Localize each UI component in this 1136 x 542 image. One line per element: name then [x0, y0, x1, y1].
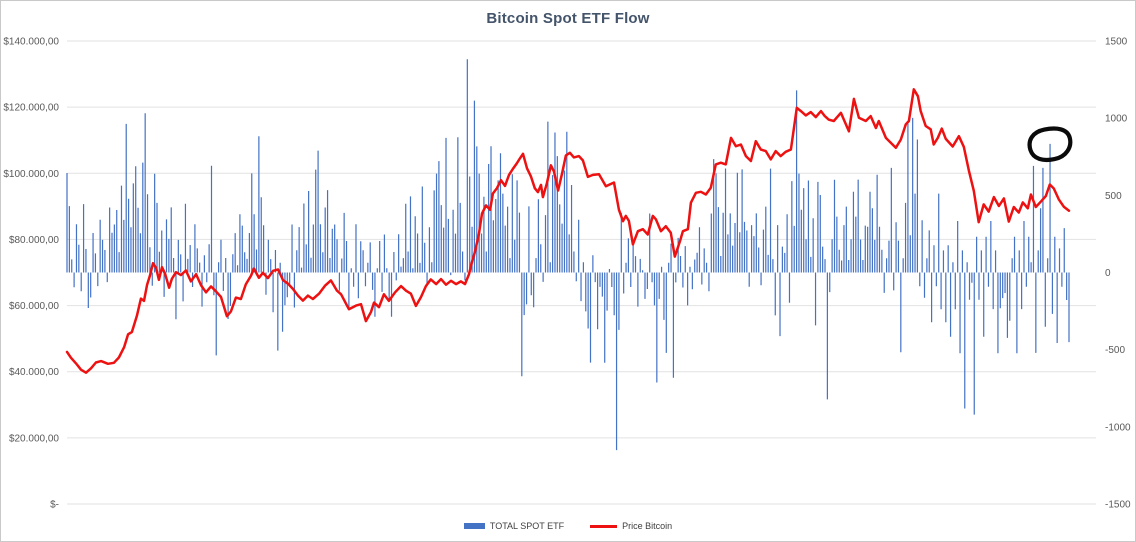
right-axis-labels: 1500 1000 500 0 -500 -1000 -1500 — [1105, 37, 1131, 511]
bitcoin-price-line — [65, 88, 1071, 374]
svg-text:-500: -500 — [1105, 345, 1125, 356]
svg-text:$120.000,00: $120.000,00 — [3, 103, 59, 114]
hand-drawn-circle-annotation — [1027, 126, 1073, 163]
legend-item-total-spot-etf: TOTAL SPOT ETF — [463, 521, 565, 531]
svg-text:$-: $- — [50, 500, 59, 511]
chart-title: Bitcoin Spot ETF Flow — [486, 10, 650, 27]
svg-text:1500: 1500 — [1105, 37, 1128, 48]
line-series-swatch — [590, 524, 618, 528]
svg-text:$140.000,00: $140.000,00 — [3, 37, 59, 48]
svg-text:$100.000,00: $100.000,00 — [3, 169, 59, 180]
legend-item-price-bitcoin: Price Bitcoin — [590, 521, 672, 531]
svg-text:-1500: -1500 — [1105, 500, 1131, 511]
svg-text:$80.000,00: $80.000,00 — [9, 235, 59, 246]
gridlines — [67, 40, 1096, 505]
legend-label-total-spot-etf: TOTAL SPOT ETF — [489, 521, 565, 531]
etf-flow-bars — [66, 59, 1070, 451]
legend: TOTAL SPOT ETF Price Bitcoin — [1, 521, 1135, 531]
svg-text:-1000: -1000 — [1105, 422, 1131, 433]
svg-text:0: 0 — [1105, 268, 1111, 279]
svg-text:500: 500 — [1105, 191, 1122, 202]
legend-label-price-bitcoin: Price Bitcoin — [622, 521, 673, 531]
svg-text:$60.000,00: $60.000,00 — [9, 301, 59, 312]
bar-series-swatch — [463, 523, 485, 529]
svg-text:$20.000,00: $20.000,00 — [9, 433, 59, 444]
left-axis-labels: $140.000,00 $120.000,00 $100.000,00 $80.000… — [3, 37, 59, 511]
svg-text:1000: 1000 — [1105, 114, 1128, 125]
svg-text:$40.000,00: $40.000,00 — [9, 367, 59, 378]
